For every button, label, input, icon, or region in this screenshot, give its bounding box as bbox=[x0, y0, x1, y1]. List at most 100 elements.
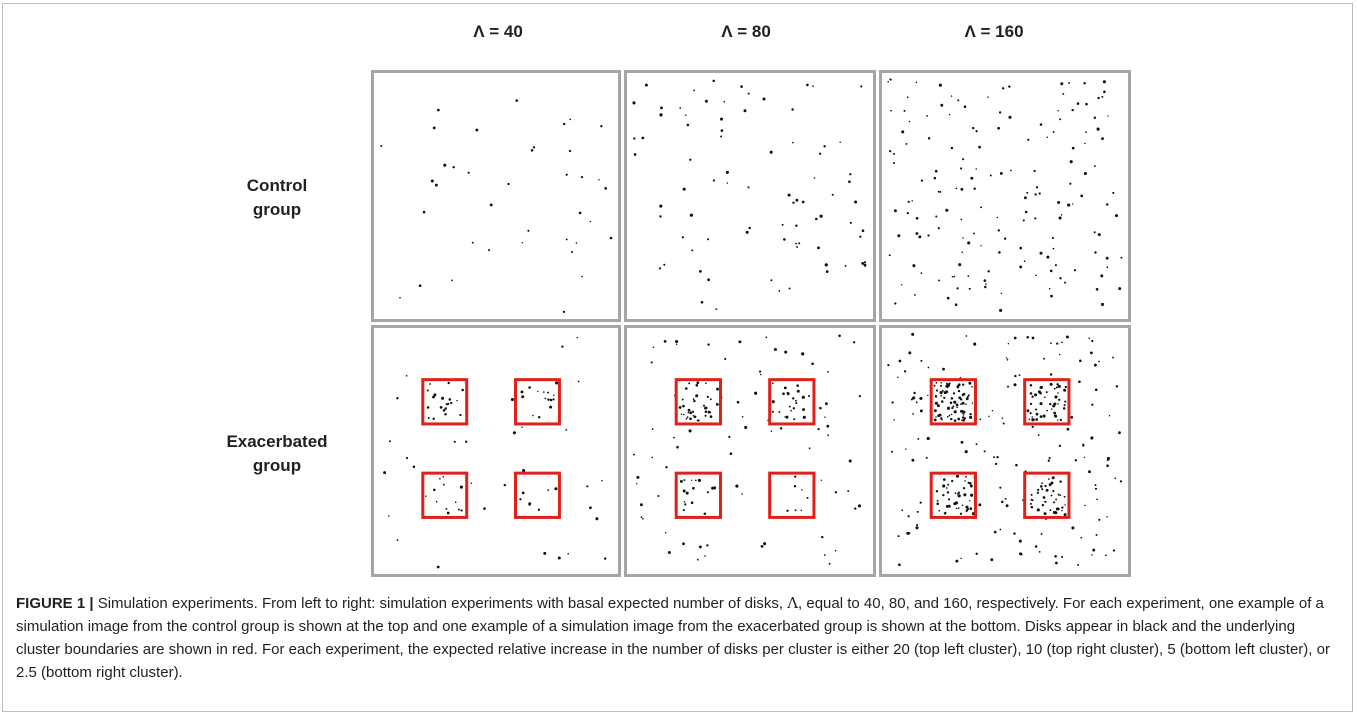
figure-caption: FIGURE 1 | Simulation experiments. From … bbox=[16, 592, 1336, 684]
cluster-disk bbox=[945, 390, 949, 394]
cluster-disk bbox=[962, 392, 966, 396]
disk bbox=[707, 278, 710, 282]
disk bbox=[985, 283, 987, 285]
disk bbox=[960, 218, 963, 221]
disk bbox=[817, 428, 820, 431]
disk bbox=[512, 431, 516, 435]
disk bbox=[961, 251, 963, 254]
cluster-boundary bbox=[514, 378, 561, 426]
cluster-disk bbox=[962, 486, 966, 490]
cluster-disk bbox=[808, 394, 811, 398]
cluster-disk bbox=[1041, 482, 1043, 485]
cluster-disk bbox=[692, 486, 695, 490]
cluster-disk bbox=[785, 416, 788, 419]
disk bbox=[565, 173, 568, 176]
disk bbox=[1074, 459, 1077, 462]
disk bbox=[890, 109, 892, 112]
disk bbox=[978, 503, 982, 507]
column-title-lambda-40: Λ = 40 bbox=[473, 22, 523, 41]
disk bbox=[1019, 246, 1022, 250]
disk bbox=[1105, 256, 1109, 260]
disk bbox=[968, 287, 971, 290]
disk bbox=[1047, 459, 1050, 462]
cluster-disk bbox=[934, 395, 938, 398]
disk bbox=[973, 232, 975, 235]
cluster-disk bbox=[783, 386, 787, 390]
cluster-boundary bbox=[674, 471, 722, 519]
cluster-disk bbox=[519, 498, 522, 501]
simulation-image bbox=[383, 336, 607, 569]
disk bbox=[521, 241, 524, 244]
disk bbox=[554, 487, 558, 491]
disk bbox=[707, 343, 710, 346]
disk bbox=[907, 515, 910, 518]
cluster-disk bbox=[684, 387, 688, 390]
disk bbox=[920, 272, 923, 274]
cluster-disk bbox=[967, 394, 970, 397]
panel-exacerbated-lambda-40 bbox=[371, 325, 621, 577]
disk bbox=[1105, 203, 1109, 206]
disk bbox=[1115, 214, 1118, 218]
disk bbox=[1050, 294, 1053, 298]
disk bbox=[673, 436, 675, 439]
disk bbox=[723, 100, 726, 103]
cluster-disk bbox=[956, 474, 959, 478]
disk bbox=[686, 123, 690, 127]
disk bbox=[725, 170, 729, 174]
disk bbox=[704, 555, 706, 557]
disk bbox=[388, 440, 391, 443]
disk bbox=[575, 242, 578, 244]
disk bbox=[824, 416, 826, 418]
disk bbox=[679, 107, 682, 109]
disk bbox=[891, 401, 894, 404]
disk bbox=[790, 409, 792, 412]
disk bbox=[1043, 357, 1046, 360]
figure-frame bbox=[2, 3, 1353, 712]
disk bbox=[467, 171, 470, 174]
cluster-disk bbox=[521, 491, 525, 495]
cluster-boundary bbox=[1023, 378, 1071, 426]
cluster-disk bbox=[702, 404, 706, 407]
disk bbox=[820, 479, 823, 482]
disk bbox=[396, 539, 399, 542]
disk bbox=[665, 466, 668, 469]
disk bbox=[796, 245, 799, 248]
cluster-disk bbox=[950, 397, 954, 400]
disk bbox=[1058, 353, 1061, 356]
disk bbox=[741, 415, 744, 418]
disk bbox=[953, 275, 956, 278]
disk bbox=[1021, 553, 1023, 556]
cluster-boundary bbox=[929, 471, 977, 519]
disk bbox=[927, 366, 930, 369]
cluster-disk bbox=[1059, 494, 1062, 497]
simulation-image bbox=[632, 79, 867, 310]
disk bbox=[562, 310, 566, 314]
disk bbox=[1091, 403, 1094, 406]
disk bbox=[470, 482, 473, 485]
disk bbox=[1093, 165, 1096, 167]
disk bbox=[806, 496, 809, 499]
cluster-disk bbox=[1031, 416, 1033, 418]
cluster-disk bbox=[537, 390, 539, 392]
disk bbox=[1057, 109, 1059, 112]
disk bbox=[950, 146, 954, 150]
disk bbox=[927, 137, 931, 140]
disk bbox=[1091, 554, 1093, 556]
disk bbox=[577, 380, 580, 383]
cluster-disk bbox=[958, 396, 962, 400]
disk bbox=[1018, 539, 1022, 543]
cluster-disk bbox=[794, 475, 797, 478]
cluster-disk bbox=[934, 401, 938, 405]
panel-control-lambda-160 bbox=[879, 70, 1131, 322]
disk bbox=[483, 507, 486, 510]
cluster-disk bbox=[1054, 395, 1058, 399]
cluster-disk bbox=[1035, 418, 1039, 421]
cluster-disk bbox=[442, 409, 446, 412]
disk bbox=[576, 336, 579, 339]
disk bbox=[834, 549, 837, 552]
disk bbox=[826, 424, 830, 428]
disk bbox=[745, 230, 749, 234]
cluster-disk bbox=[1064, 400, 1067, 403]
cluster-disk bbox=[965, 397, 969, 401]
cluster-disk bbox=[683, 413, 685, 416]
